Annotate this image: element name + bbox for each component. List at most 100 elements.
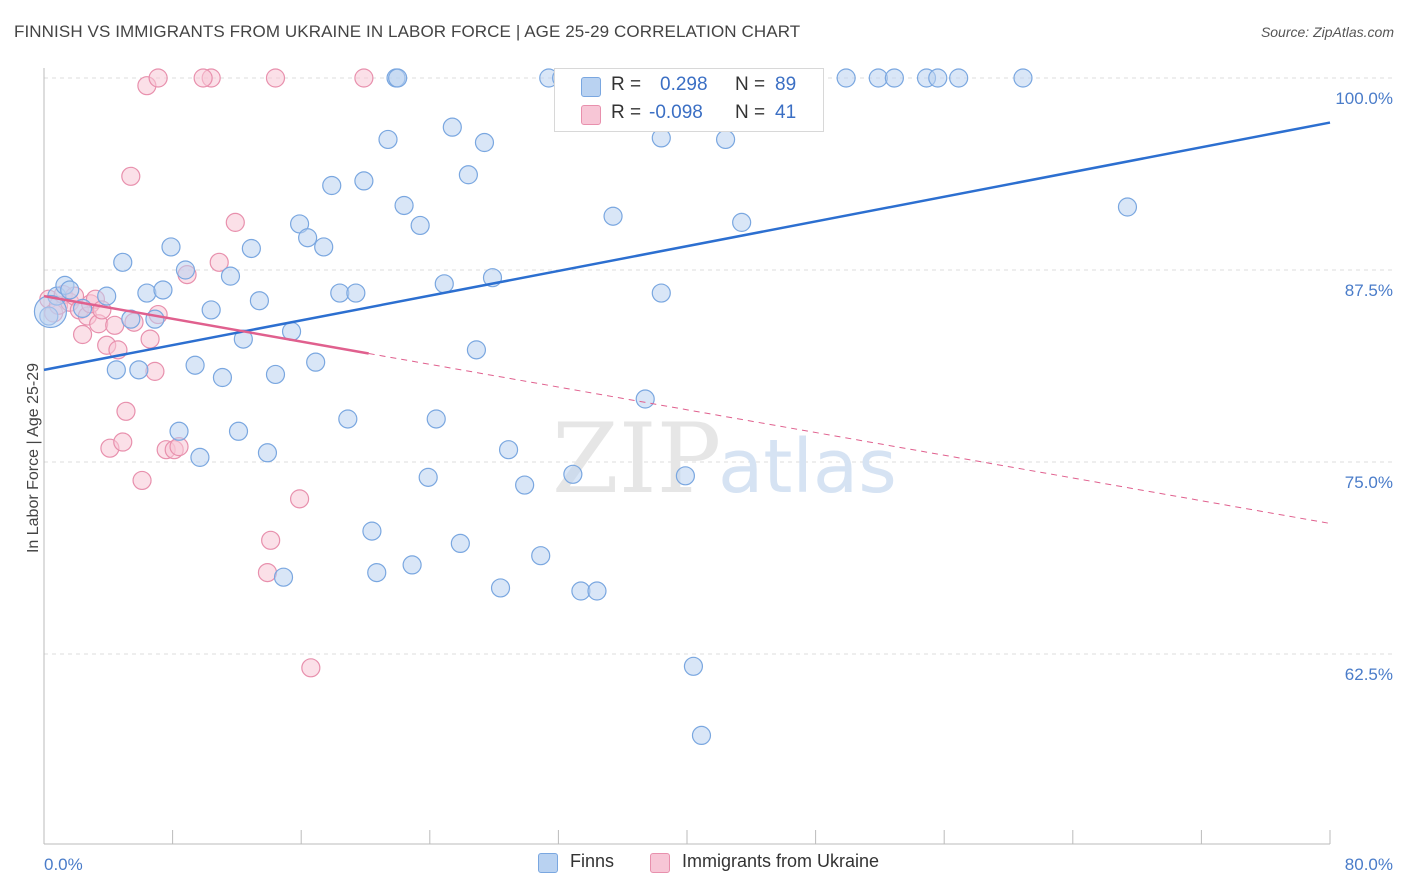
finns-point <box>298 228 318 248</box>
finns-point <box>515 475 535 495</box>
ukraine-point <box>193 68 213 88</box>
watermark-zip: ZIP <box>552 403 721 515</box>
ukraine-point <box>265 68 286 88</box>
finns-point <box>228 421 249 441</box>
ukraine-trend-line <box>43 294 369 355</box>
finns-point <box>153 280 173 300</box>
finns-point <box>175 260 196 280</box>
trend-lines <box>43 121 1331 524</box>
finns-point <box>474 132 495 153</box>
finns-point <box>169 421 189 441</box>
finns-swatch <box>581 77 601 97</box>
source-label: Source: ZipAtlas.com <box>1260 24 1394 40</box>
ukraine-point <box>261 530 281 550</box>
legend-row-ukraine: R = -0.098 N = 41 <box>555 100 823 128</box>
ukraine-point <box>289 489 310 509</box>
ukraine-legend-swatch <box>650 853 670 873</box>
finns-point <box>587 581 607 601</box>
finns-point <box>378 129 398 150</box>
ukraine-point <box>121 166 141 186</box>
finns-point <box>426 409 446 429</box>
finns-legend-swatch <box>538 853 558 873</box>
finns-point <box>402 555 422 575</box>
finns-point <box>145 309 165 329</box>
finns-point <box>113 252 133 272</box>
finns-point <box>675 466 695 486</box>
finns-point <box>490 578 511 598</box>
finns-point <box>466 340 487 360</box>
ukraine-r-label: R = <box>611 102 642 123</box>
ukraine-n-label: N = <box>735 102 766 123</box>
finns-n-value: 89 <box>775 74 797 95</box>
finns-point <box>354 171 374 191</box>
finns-point <box>732 212 752 232</box>
finns-point <box>410 215 430 236</box>
finns-point <box>265 364 286 385</box>
x-tick-label-max: 80.0% <box>1345 855 1393 874</box>
finns-point <box>571 581 591 601</box>
ukraine-points <box>39 68 374 678</box>
finns-point <box>683 656 704 676</box>
ukraine-swatch <box>581 105 601 125</box>
finns-point <box>651 283 671 303</box>
finns-trend-line <box>43 121 1331 372</box>
ukraine-trend-extension <box>368 353 1331 524</box>
ukraine-point <box>113 432 133 452</box>
ukraine-point <box>301 658 321 678</box>
chart-title: FINNISH VS IMMIGRANTS FROM UKRAINE IN LA… <box>14 22 801 41</box>
ukraine-point <box>148 68 168 88</box>
finns-point <box>715 129 736 150</box>
finns-point <box>241 238 261 259</box>
ukraine-point <box>209 252 229 272</box>
finns-point <box>190 447 210 467</box>
ukraine-point <box>132 470 152 491</box>
axes <box>43 68 1331 845</box>
finns-point <box>137 283 157 303</box>
finns-r-value: 0.298 <box>660 74 708 95</box>
finns-point <box>394 195 414 216</box>
ukraine-point <box>225 212 245 232</box>
y-tick-label: 100.0% <box>1335 89 1393 108</box>
finns-r-label: R = <box>611 74 642 95</box>
finns-point <box>563 464 583 484</box>
finns-point <box>322 175 342 196</box>
y-tick-label: 75.0% <box>1345 473 1393 492</box>
finns-point <box>603 206 623 226</box>
y-tick-label: 87.5% <box>1345 281 1393 300</box>
finns-point <box>458 165 478 185</box>
ukraine-point <box>145 361 165 381</box>
ukraine-point <box>257 562 278 583</box>
finns-point <box>249 291 270 311</box>
finns-point <box>201 300 221 320</box>
ukraine-point <box>140 329 160 349</box>
finns-point <box>220 266 241 286</box>
y-tick-label: 62.5% <box>1345 665 1393 684</box>
finns-point <box>635 389 655 409</box>
ukraine-point <box>116 401 136 421</box>
finns-point <box>257 443 278 463</box>
finns-point <box>314 237 334 257</box>
finns-point <box>868 68 888 88</box>
finns-point <box>418 467 438 487</box>
correlation-legend: R = 0.298 N = 89 R = -0.098 N = 41 <box>554 68 824 132</box>
finns-points <box>33 68 1138 746</box>
finns-point <box>388 68 408 88</box>
finns-n-label: N = <box>735 74 766 95</box>
finns-point <box>928 68 948 88</box>
finns-point <box>185 355 205 375</box>
finns-point <box>442 117 462 137</box>
finns-point <box>161 237 181 257</box>
finns-point <box>346 283 366 303</box>
finns-point <box>949 68 969 88</box>
legend-row-finns: R = 0.298 N = 89 <box>555 72 823 100</box>
ukraine-point <box>105 315 125 335</box>
finns-point <box>691 725 712 746</box>
finns-point <box>306 352 326 372</box>
finns-point <box>129 360 149 380</box>
x-tick-label-min: 0.0% <box>44 855 83 874</box>
finns-point <box>884 68 904 88</box>
finns-point <box>273 567 294 587</box>
finns-point <box>434 274 454 294</box>
finns-point <box>121 309 141 329</box>
finns-point <box>212 367 233 388</box>
